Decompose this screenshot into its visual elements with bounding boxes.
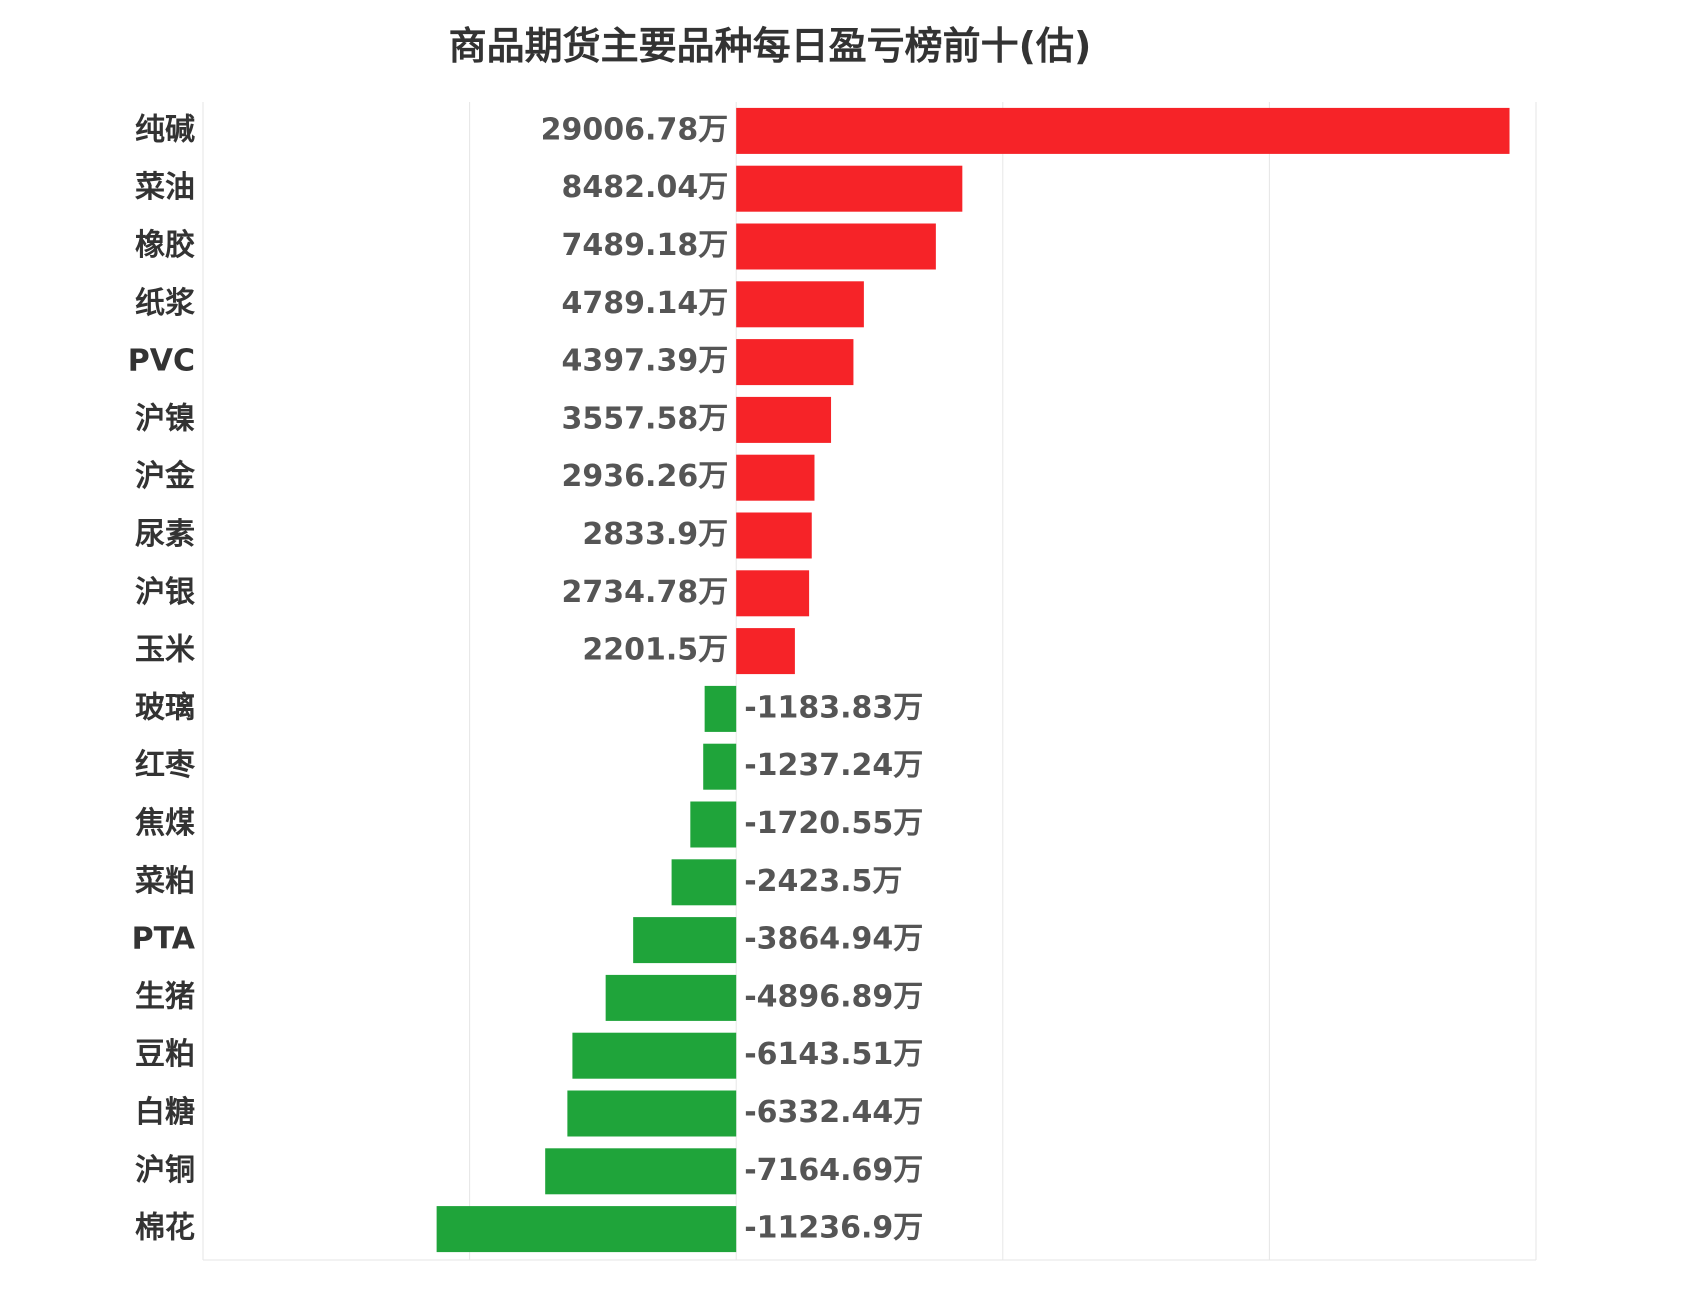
category-label: 纸浆 [135,286,195,321]
data-label: 4789.14万 [562,286,729,321]
bar-7 [736,512,812,559]
data-label: -6143.51万 [744,1037,923,1072]
data-label: 7489.18万 [562,228,729,263]
data-label: 3557.58万 [562,401,729,436]
data-label: -7164.69万 [744,1153,923,1188]
data-label: 2201.5万 [582,633,728,668]
data-label: -11236.9万 [744,1211,923,1246]
category-label: 沪镍 [135,401,195,436]
data-label: -2423.5万 [744,864,902,899]
category-label: 焦煤 [135,806,195,841]
bar-4 [736,339,854,386]
category-label: 沪银 [135,575,195,610]
bar-15 [605,974,737,1021]
bar-5 [736,396,832,443]
data-label: -1183.83万 [744,690,923,725]
data-label: 2936.26万 [562,459,729,494]
category-label: 豆粕 [135,1037,195,1072]
bar-18 [545,1148,737,1195]
data-label: -1720.55万 [744,806,923,841]
data-label: 2833.9万 [582,517,728,552]
category-label: 沪金 [135,459,196,494]
bar-14 [633,917,737,964]
chart-title: 商品期货主要品种每日盈亏榜前十(估) [448,24,1092,68]
category-label: 菜油 [135,170,195,205]
data-label: -6332.44万 [744,1095,923,1130]
bar-11 [703,743,737,790]
bar-3 [736,281,864,328]
data-label: 2734.78万 [562,575,729,610]
bar-6 [736,454,815,501]
category-label: 玉米 [135,633,195,668]
data-label: 4397.39万 [562,344,729,379]
category-label: 白糖 [135,1095,195,1130]
category-label: PTA [132,922,196,957]
category-label: 棉花 [135,1211,195,1246]
bar-2 [736,223,936,270]
category-label: PVC [128,344,195,379]
data-label: -3864.94万 [744,922,923,957]
bar-8 [736,570,810,617]
category-label: 尿素 [135,517,195,552]
bar-13 [671,859,737,906]
grid-lines [202,102,1537,1261]
category-label: 沪铜 [135,1153,195,1188]
category-label: 纯碱 [135,112,195,147]
data-label: 29006.78万 [541,112,729,147]
bar-0 [736,107,1510,154]
category-label: 橡胶 [135,228,195,263]
data-label: 8482.04万 [562,170,729,205]
category-label: 玻璃 [135,690,195,725]
bar-19 [436,1206,737,1253]
bar-16 [572,1032,737,1079]
bar-17 [567,1090,737,1137]
bar-1 [736,165,963,212]
bar-9 [736,628,795,675]
bar-12 [690,801,737,848]
bar-10 [704,685,737,732]
data-label: -1237.24万 [744,748,923,783]
data-label: -4896.89万 [744,979,923,1014]
value-labels: 29006.78万 8482.04万 7489.18万 4789.14万 4397.39… [541,112,924,1245]
category-label: 菜粕 [135,864,195,899]
bars [436,107,1510,1253]
category-label: 红枣 [135,748,196,783]
category-label: 生猪 [135,979,195,1014]
